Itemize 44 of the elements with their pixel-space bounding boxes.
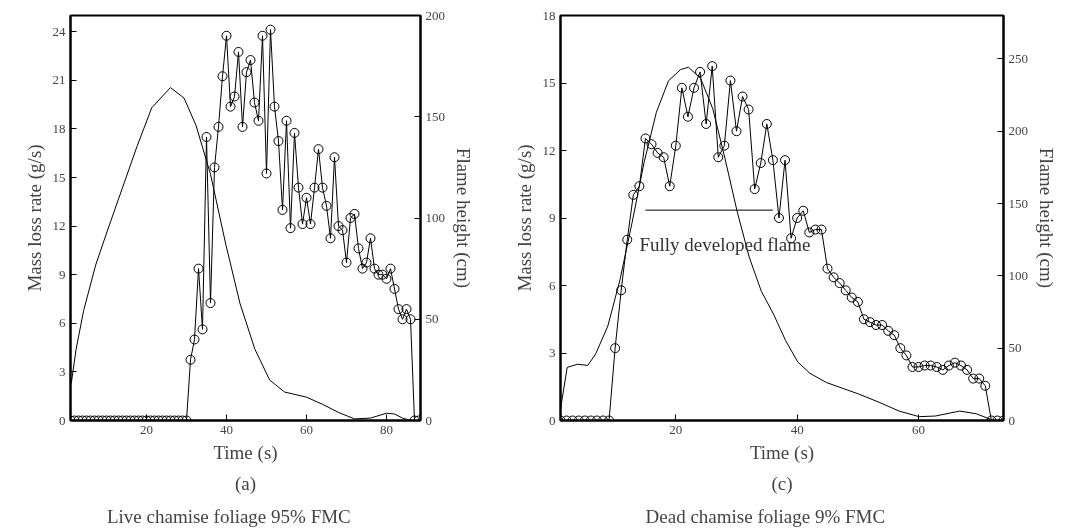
y2-tick-label: 150 [425,108,445,124]
y-tick-label: 21 [52,72,66,88]
y2-tick-label: 200 [425,7,445,23]
y2-tick-label: 200 [1008,123,1028,139]
y-tick-label: 9 [549,210,556,225]
text: Live chamise foliage 95% FMC [106,505,351,527]
y-tick-label: 12 [52,218,66,234]
y2-tick-label: 50 [425,311,439,327]
y-tick-label: 15 [52,169,66,185]
y-tick-label: 0 [59,412,66,428]
y-tick-label: 3 [59,363,66,379]
x-tick-label: 40 [790,421,804,437]
x-axis-title: Time (s) [213,441,278,464]
y2-tick-label: 100 [425,210,445,225]
y2-tick-label: 150 [1008,195,1028,211]
y2-tick-label: 0 [1008,412,1015,428]
y-tick-label: 12 [542,142,556,158]
y-axis-title: Mass loss rate (g/s) [23,144,46,292]
text: (c) [771,472,793,495]
x-axis-title: Time (s) [749,441,815,464]
y-tick-label: 15 [542,75,556,90]
x-tick-label: 20 [669,421,683,437]
y-tick-label: 24 [52,23,66,39]
y2-tick-label: 0 [425,412,432,428]
y2-tick-label: 50 [1008,340,1022,356]
text: Dead chamise foliage 9% FMC [645,505,886,527]
x-tick-label: 20 [140,421,153,437]
y2-tick-label: 100 [1008,267,1028,283]
y-tick-label: 18 [52,120,66,136]
y-tick-label: 6 [59,315,66,331]
x-tick-label: 60 [300,421,313,437]
x-tick-label: 40 [220,421,233,437]
x-tick-label: 60 [912,421,926,437]
y-tick-label: 18 [542,7,556,23]
y-tick-label: 6 [549,277,556,293]
text: (a) [234,472,257,495]
y2-axis-title: Flame height (cm) [1035,147,1057,289]
y-tick-label: 0 [549,412,556,428]
y2-axis-title: Flame height (cm) [452,147,474,289]
x-tick-label: 80 [380,421,393,437]
y-tick-label: 9 [59,266,66,282]
y-axis-title: Mass loss rate (g/s) [513,144,536,292]
y-tick-label: 3 [549,345,556,360]
y2-tick-label: 250 [1008,50,1028,66]
